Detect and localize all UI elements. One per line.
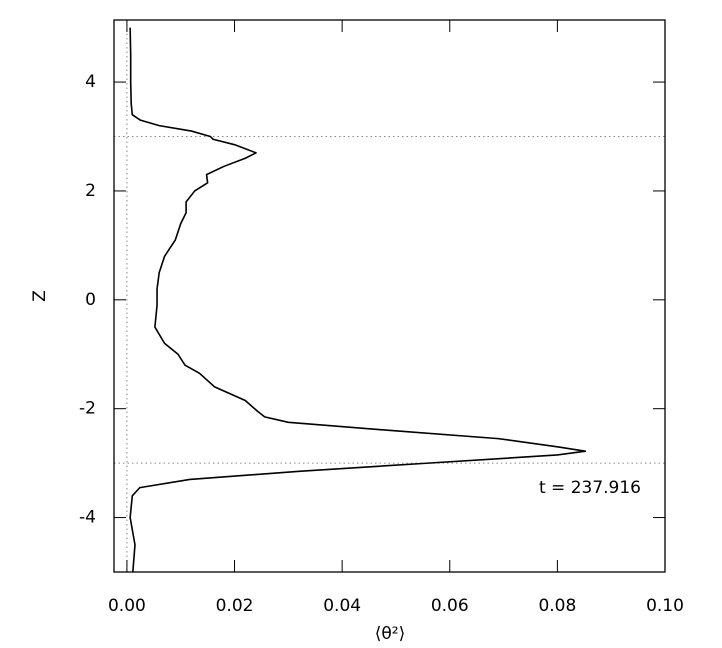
- x-tick-label: 0.04: [323, 596, 361, 616]
- x-tick-label: 0.00: [108, 596, 146, 616]
- profile-line: [129, 27, 587, 573]
- x-tick-label: 0.06: [431, 596, 469, 616]
- y-tick-label: 0: [85, 290, 96, 310]
- x-axis-label: ⟨θ²⟩: [375, 624, 405, 644]
- y-axis-label: Z: [30, 290, 50, 302]
- x-tick-label: 0.02: [216, 596, 254, 616]
- y-tick-label: 2: [85, 181, 96, 201]
- x-tick-label: 0.08: [538, 596, 576, 616]
- y-tick-label: -2: [79, 399, 96, 419]
- y-tick-label: -4: [79, 508, 96, 528]
- x-tick-label: 0.10: [646, 596, 684, 616]
- y-tick-label: 4: [85, 72, 96, 92]
- plot-frame: [113, 19, 666, 573]
- annotation: t = 237.916: [539, 478, 641, 498]
